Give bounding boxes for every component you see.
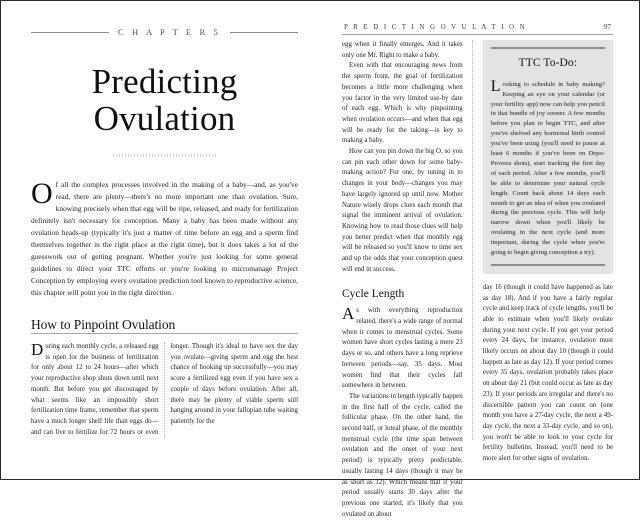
ttc-dropcap: L <box>490 77 501 95</box>
running-head-title: P R E D I C T I N G O V U L A T I O N <box>344 23 527 31</box>
right-column-a: egg when it finally emerges. And it take… <box>342 40 473 518</box>
cycle-text-1: s with everything reproduction related, … <box>342 307 463 390</box>
section-heading-pinpoint: How to Pinpoint Ovulation <box>31 317 176 333</box>
ttc-title: TTC To-Do: <box>518 57 578 69</box>
body-text: uring each monthly cycle, a released egg… <box>31 343 298 436</box>
ttc-top-bar <box>490 47 605 49</box>
running-head: P R E D I C T I N G O V U L A T I O N 97 <box>342 23 613 34</box>
right-page-columns: egg when it finally emerges. And it take… <box>342 40 613 518</box>
chapter-eyebrow: C H A P T E R 5 <box>31 27 298 37</box>
cycle-paragraph-2: The variations in length typically happe… <box>342 392 463 518</box>
col-a-paragraph-2: Even with that encouraging news from the… <box>342 62 463 145</box>
right-page: P R E D I C T I N G O V U L A T I O N 97… <box>320 1 639 518</box>
section-heading-rule <box>31 333 298 335</box>
cycle-dropcap: A <box>342 304 355 324</box>
eyebrow-rule-right <box>229 31 298 33</box>
subheading-cycle-length: Cycle Length <box>342 288 405 301</box>
col-b-continuation: day 16 (though it could have happened as… <box>482 283 613 463</box>
ttc-text-content: ooking to schedule in baby making? Keepi… <box>490 80 605 256</box>
ttc-bottom-bar <box>490 263 605 266</box>
chapter-title-line2: Ovulation <box>93 99 236 139</box>
body-dropcap: D <box>31 340 44 360</box>
running-head-rule <box>342 34 613 35</box>
chapter-label: C H A P T E R 5 <box>118 27 221 37</box>
chapter-title: Predicting Ovulation <box>43 63 286 137</box>
chapter-title-line1: Predicting <box>91 62 238 101</box>
intro-dropcap: O <box>31 177 53 211</box>
intro-text: f all the complex processes involved in … <box>31 180 298 298</box>
eyebrow-rule-left <box>31 31 109 33</box>
title-divider-ornament <box>112 154 217 158</box>
page-number: 97 <box>603 23 611 31</box>
col-a-paragraph-3: How can you pin down the big O, so you c… <box>342 148 463 273</box>
col-a-paragraph-1: egg when it finally emerges. And it take… <box>342 41 463 59</box>
